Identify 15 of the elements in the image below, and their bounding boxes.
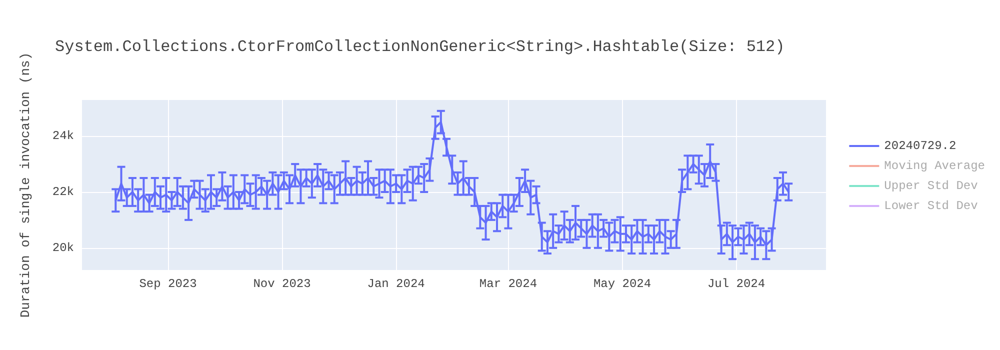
legend-label: Moving Average: [884, 159, 986, 173]
x-tick-label: Mar 2024: [479, 277, 538, 291]
y-axis-title: Duration of single invocation (ns): [18, 52, 33, 318]
x-tick-label: Jan 2024: [367, 277, 425, 291]
chart-title: System.Collections.CtorFromCollectionNonGeneric<String>.Hashtable(Size: 512): [55, 38, 785, 56]
legend-label: Upper Std Dev: [884, 179, 978, 193]
x-tick-label: Sep 2023: [139, 277, 197, 291]
x-tick-label: Nov 2023: [253, 277, 311, 291]
y-tick-label: 22k: [52, 184, 74, 199]
legend-label: 20240729.2: [884, 139, 956, 153]
x-tick-label: Jul 2024: [707, 277, 766, 291]
y-tick-label: 20k: [52, 240, 74, 255]
legend-label: Lower Std Dev: [884, 199, 978, 213]
y-tick-label: 24k: [52, 129, 74, 144]
x-tick-label: May 2024: [593, 277, 652, 291]
